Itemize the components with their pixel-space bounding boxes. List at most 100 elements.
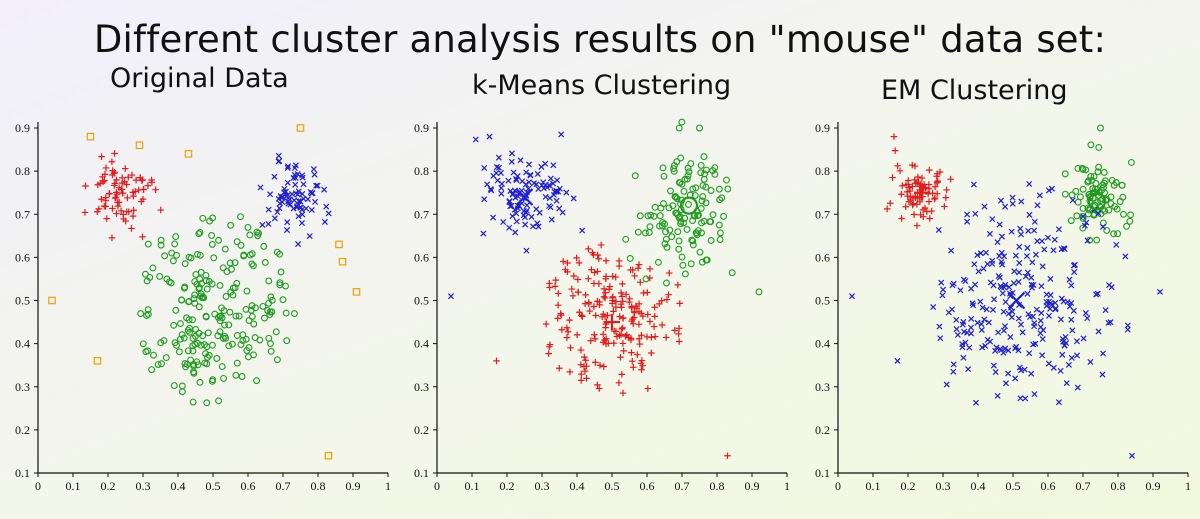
data-point xyxy=(610,339,618,347)
data-point xyxy=(1002,299,1009,306)
y-tick-label: 0.9 xyxy=(815,121,830,135)
data-point xyxy=(290,174,297,181)
data-point xyxy=(185,316,193,324)
data-point xyxy=(563,189,570,196)
data-point xyxy=(1068,354,1075,361)
plot-panel-2: 0 0.1 0.2 0.3 0.4 0.5 0.6 0.7 0.8 0.9 1 0.1 0.2 0.3 0.… xyxy=(815,121,1191,493)
data-point xyxy=(950,361,957,368)
data-point xyxy=(639,312,647,320)
data-point xyxy=(204,329,212,337)
data-point xyxy=(233,238,241,246)
data-point xyxy=(548,216,555,223)
data-point xyxy=(525,161,533,168)
data-point xyxy=(619,389,627,397)
data-point xyxy=(1033,306,1040,313)
data-point xyxy=(195,230,203,238)
data-point xyxy=(554,301,562,309)
data-point xyxy=(1055,226,1062,233)
series-blue-cluster xyxy=(257,152,332,248)
data-point xyxy=(657,204,665,212)
x-tick-label: 1 xyxy=(1185,479,1191,493)
data-point xyxy=(500,219,507,226)
data-point xyxy=(493,170,500,177)
data-point xyxy=(187,254,195,262)
data-point xyxy=(724,185,732,193)
data-point xyxy=(1068,191,1076,199)
data-point xyxy=(238,373,246,380)
data-point xyxy=(117,207,125,215)
data-point xyxy=(178,388,186,396)
data-point xyxy=(625,298,633,306)
data-point xyxy=(1012,252,1019,259)
data-point xyxy=(602,340,610,348)
data-point xyxy=(276,279,284,287)
data-point xyxy=(890,133,898,140)
data-point xyxy=(259,221,266,228)
data-point xyxy=(308,206,315,214)
data-point xyxy=(909,183,916,190)
data-point xyxy=(245,344,253,352)
data-point xyxy=(96,180,104,187)
data-point xyxy=(189,316,196,324)
data-point xyxy=(1087,358,1094,365)
data-point xyxy=(1082,166,1090,174)
data-point xyxy=(152,186,159,193)
data-point xyxy=(261,259,269,266)
data-point xyxy=(275,195,282,202)
data-point xyxy=(148,366,156,374)
data-point xyxy=(129,212,137,220)
data-point xyxy=(935,226,942,233)
data-point xyxy=(577,346,585,354)
data-point xyxy=(600,310,607,318)
data-point xyxy=(352,288,361,296)
data-point xyxy=(1028,284,1036,291)
data-point xyxy=(1018,198,1025,205)
data-point xyxy=(115,199,123,206)
data-point xyxy=(929,189,936,197)
data-point xyxy=(1009,194,1016,201)
data-point xyxy=(239,337,247,345)
data-point xyxy=(265,206,272,213)
data-point xyxy=(961,328,968,335)
data-point xyxy=(689,241,697,249)
data-point xyxy=(1022,273,1029,280)
data-point xyxy=(546,341,554,348)
data-point xyxy=(215,397,223,405)
data-point xyxy=(962,278,969,285)
data-point xyxy=(994,239,1001,246)
data-point xyxy=(254,232,262,240)
data-point xyxy=(707,236,715,244)
data-point xyxy=(590,331,598,339)
data-point xyxy=(931,194,939,202)
data-point xyxy=(246,231,254,239)
data-point xyxy=(285,198,292,205)
data-point xyxy=(912,179,919,187)
data-point xyxy=(573,331,581,339)
y-tick-label: 0.6 xyxy=(15,250,30,264)
data-point xyxy=(933,172,941,180)
data-point xyxy=(249,262,257,270)
data-point xyxy=(182,363,190,371)
data-point xyxy=(943,186,950,194)
data-point xyxy=(124,174,132,181)
data-point xyxy=(640,289,647,297)
data-point xyxy=(172,233,180,241)
data-point xyxy=(1079,204,1087,212)
data-point xyxy=(908,161,916,169)
data-point xyxy=(928,207,935,215)
data-point xyxy=(130,206,137,214)
data-point xyxy=(985,319,992,326)
data-point xyxy=(641,229,649,237)
data-point xyxy=(303,205,310,212)
data-point xyxy=(523,169,530,176)
data-point xyxy=(250,320,258,328)
data-point xyxy=(171,240,179,248)
data-point xyxy=(911,176,919,184)
data-point xyxy=(1011,268,1018,275)
data-point xyxy=(1047,275,1054,282)
data-point xyxy=(139,340,147,348)
data-point xyxy=(1017,225,1024,232)
data-point xyxy=(667,187,674,195)
data-point xyxy=(610,308,617,315)
data-point xyxy=(619,298,627,305)
